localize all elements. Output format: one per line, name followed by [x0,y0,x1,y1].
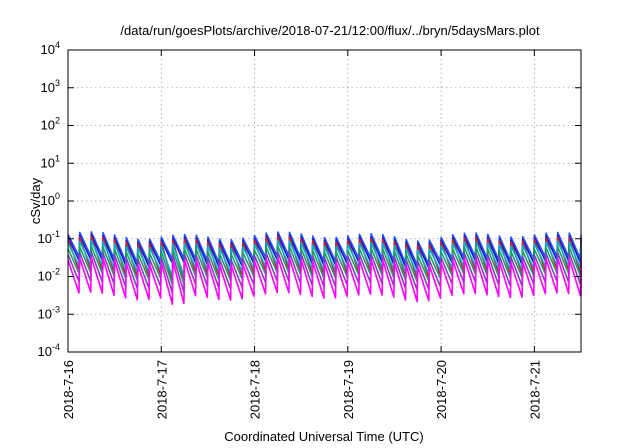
plot-frame [67,49,582,353]
x-tick-label: 2018-7-21 [527,360,542,419]
y-tick-label: 10-4 [38,342,60,359]
y-tick-label: 10-2 [38,267,60,284]
y-tick-label: 103 [41,78,60,95]
y-tick-label: 101 [41,153,60,170]
y-tick-label: 10-1 [38,229,60,246]
x-tick-label: 2018-7-20 [434,360,449,419]
x-tick-label: 2018-7-16 [61,360,76,419]
series-line [67,239,582,278]
grid [68,50,581,352]
y-axis-label: cSv/day [28,177,43,224]
y-tick-label: 102 [41,116,60,133]
axes: 10-4 10-3 10-2 10-1 100 101 102 103 104 2018-7-16… [38,40,581,419]
series-group [67,231,582,306]
x-tick-label: 2018-7-18 [248,360,263,419]
series-line [67,234,582,270]
y-tick-label: 104 [41,40,60,57]
series-line [67,256,582,306]
y-tick-label: 100 [41,191,60,208]
series-line [67,245,582,286]
x-axis-label: Coordinated Universal Time (UTC) [224,429,423,444]
chart-title: /data/run/goesPlots/archive/2018-07-21/1… [120,23,540,38]
series-line [67,231,582,266]
x-tick-label: 2018-7-17 [154,360,169,419]
series-line [67,251,582,294]
y-tick-label: 10-3 [38,304,60,321]
x-tick-label: 2018-7-19 [341,360,356,419]
